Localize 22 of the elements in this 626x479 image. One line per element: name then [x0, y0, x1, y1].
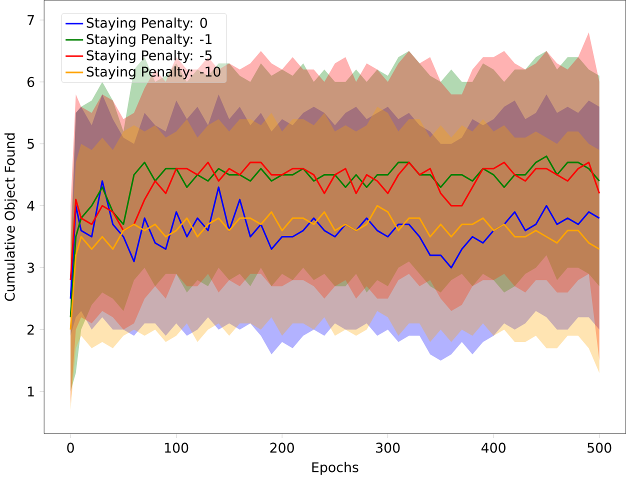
x-tick-label: 100 — [164, 442, 188, 453]
legend-label: Staying Penalty: -5 — [86, 50, 212, 63]
y-tick-label: 7 — [28, 14, 34, 25]
y-tick-label: 6 — [27, 76, 34, 87]
x-axis-title: Epochs — [312, 462, 358, 475]
line-series — [70, 180, 600, 300]
y-tick-label: 1 — [28, 386, 34, 396]
legend-label: Staying Penalty: -1 — [86, 34, 212, 47]
x-tick-label: 200 — [270, 442, 294, 453]
y-tick-label: 2 — [28, 324, 34, 334]
legend-label: Staying Penalty: -10 — [86, 66, 220, 80]
legend-label: Staying Penalty: 0 — [86, 17, 208, 30]
y-tick-label: 5 — [28, 138, 34, 149]
x-tick-label: 400 — [481, 442, 506, 453]
y-tick-label: 3 — [28, 262, 34, 273]
x-tick-label: 500 — [588, 442, 612, 453]
y-axis-title: Cumulative Object Found — [4, 133, 18, 301]
y-tick-label: 4 — [27, 200, 34, 210]
line-series — [70, 204, 600, 330]
line-series — [70, 155, 600, 318]
x-tick-label: 0 — [67, 442, 74, 453]
x-tick-label: 300 — [376, 442, 400, 453]
